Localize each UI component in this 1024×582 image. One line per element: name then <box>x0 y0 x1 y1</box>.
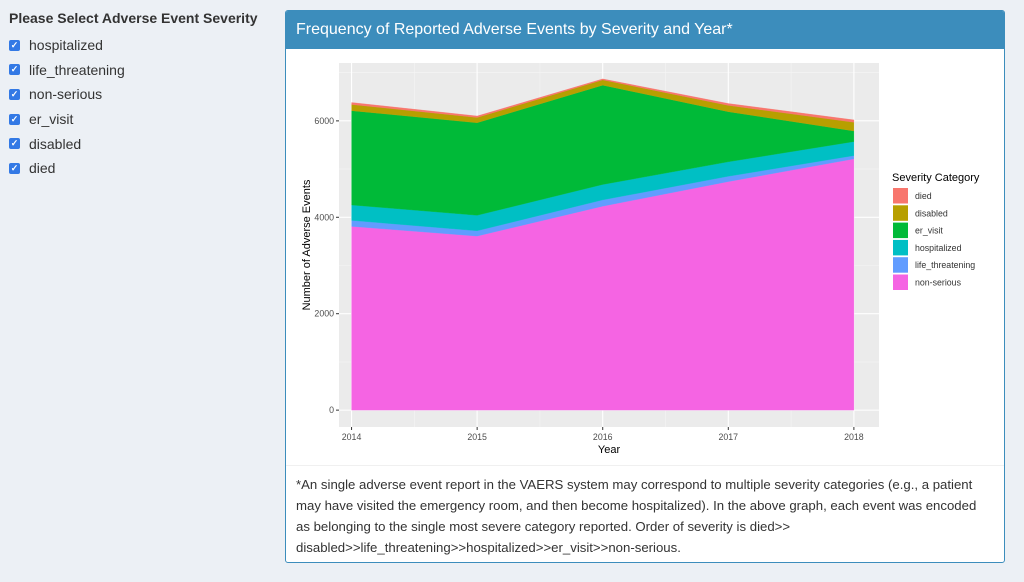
checkbox-label: disabled <box>29 135 82 152</box>
legend-label: disabled <box>915 208 948 218</box>
area-died <box>351 78 855 123</box>
checkbox[interactable]: ✓ <box>9 88 20 100</box>
chart-container: 0 2000 4000 6000 2014 2015 2016 2017 2018 Year Num… <box>286 49 1004 465</box>
panel-title: Frequency of Reported Adverse Events by … <box>296 21 733 38</box>
filter-title: Please Select Adverse Event Severity <box>9 10 258 26</box>
severity-option-non-serious[interactable]: ✓ non-serious <box>9 82 279 107</box>
y-tick-label: 6000 <box>314 116 334 126</box>
severity-option-er-visit[interactable]: ✓ er_visit <box>9 107 279 132</box>
chart-panel: Frequency of Reported Adverse Events by … <box>285 10 1005 563</box>
severity-option-life-threatening[interactable]: ✓ life_threatening <box>9 58 279 83</box>
x-tick-label: 2018 <box>844 432 864 442</box>
checkbox-label: died <box>29 160 56 177</box>
severity-filter-panel: Please Select Adverse Event Severity ✓ ho… <box>9 10 279 181</box>
legend-swatch-life-threatening <box>893 257 908 273</box>
panel-header: Frequency of Reported Adverse Events by … <box>286 11 1004 49</box>
x-axis-title: Year <box>598 444 621 456</box>
legend-label: non-serious <box>915 278 962 288</box>
panel-body: 0 2000 4000 6000 2014 2015 2016 2017 2018 Year Num… <box>286 49 1004 562</box>
checkbox-label: hospitalized <box>29 37 103 54</box>
legend-swatch-died <box>893 188 908 204</box>
x-tick-label: 2015 <box>467 432 487 442</box>
severity-checkbox-group: ✓ hospitalized ✓ life_threatening ✓ non-serio… <box>9 33 279 181</box>
legend-swatch-disabled <box>893 205 908 221</box>
checkbox-label: life_threatening <box>29 61 125 78</box>
checkbox[interactable]: ✓ <box>9 162 20 174</box>
legend-label: died <box>915 191 932 201</box>
legend-swatch-non-serious <box>893 274 908 290</box>
y-axis-title: Number of Adverse Events <box>301 179 313 310</box>
checkbox-label: er_visit <box>29 111 74 128</box>
checkbox[interactable]: ✓ <box>9 113 20 125</box>
x-tick-label: 2014 <box>342 432 362 442</box>
legend-label: hospitalized <box>915 243 962 253</box>
legend-swatch-hospitalized <box>893 239 908 256</box>
checkbox[interactable]: ✓ <box>9 138 20 150</box>
y-tick-label: 4000 <box>314 212 334 222</box>
y-tick-label: 0 <box>329 405 334 415</box>
chart-footnote: *An single adverse event report in the V… <box>296 477 977 555</box>
severity-option-died[interactable]: ✓ died <box>9 156 279 181</box>
legend-label: er_visit <box>915 226 943 236</box>
x-tick-label: 2017 <box>719 432 739 442</box>
severity-option-hospitalized[interactable]: ✓ hospitalized <box>9 33 279 58</box>
severity-option-disabled[interactable]: ✓ disabled <box>9 131 279 156</box>
x-tick-label: 2016 <box>593 432 613 442</box>
y-tick-label: 2000 <box>314 309 334 319</box>
panel-divider <box>286 465 1004 466</box>
checkbox-label: non-serious <box>29 86 103 103</box>
legend-swatch-er-visit <box>893 222 908 239</box>
legend-label: life_threatening <box>915 260 975 270</box>
checkbox[interactable]: ✓ <box>9 39 20 51</box>
checkbox[interactable]: ✓ <box>9 64 20 76</box>
legend-title: Severity Category <box>892 172 980 184</box>
stacked-area-chart: 0 2000 4000 6000 2014 2015 2016 2017 2018 Year Num… <box>301 63 980 456</box>
